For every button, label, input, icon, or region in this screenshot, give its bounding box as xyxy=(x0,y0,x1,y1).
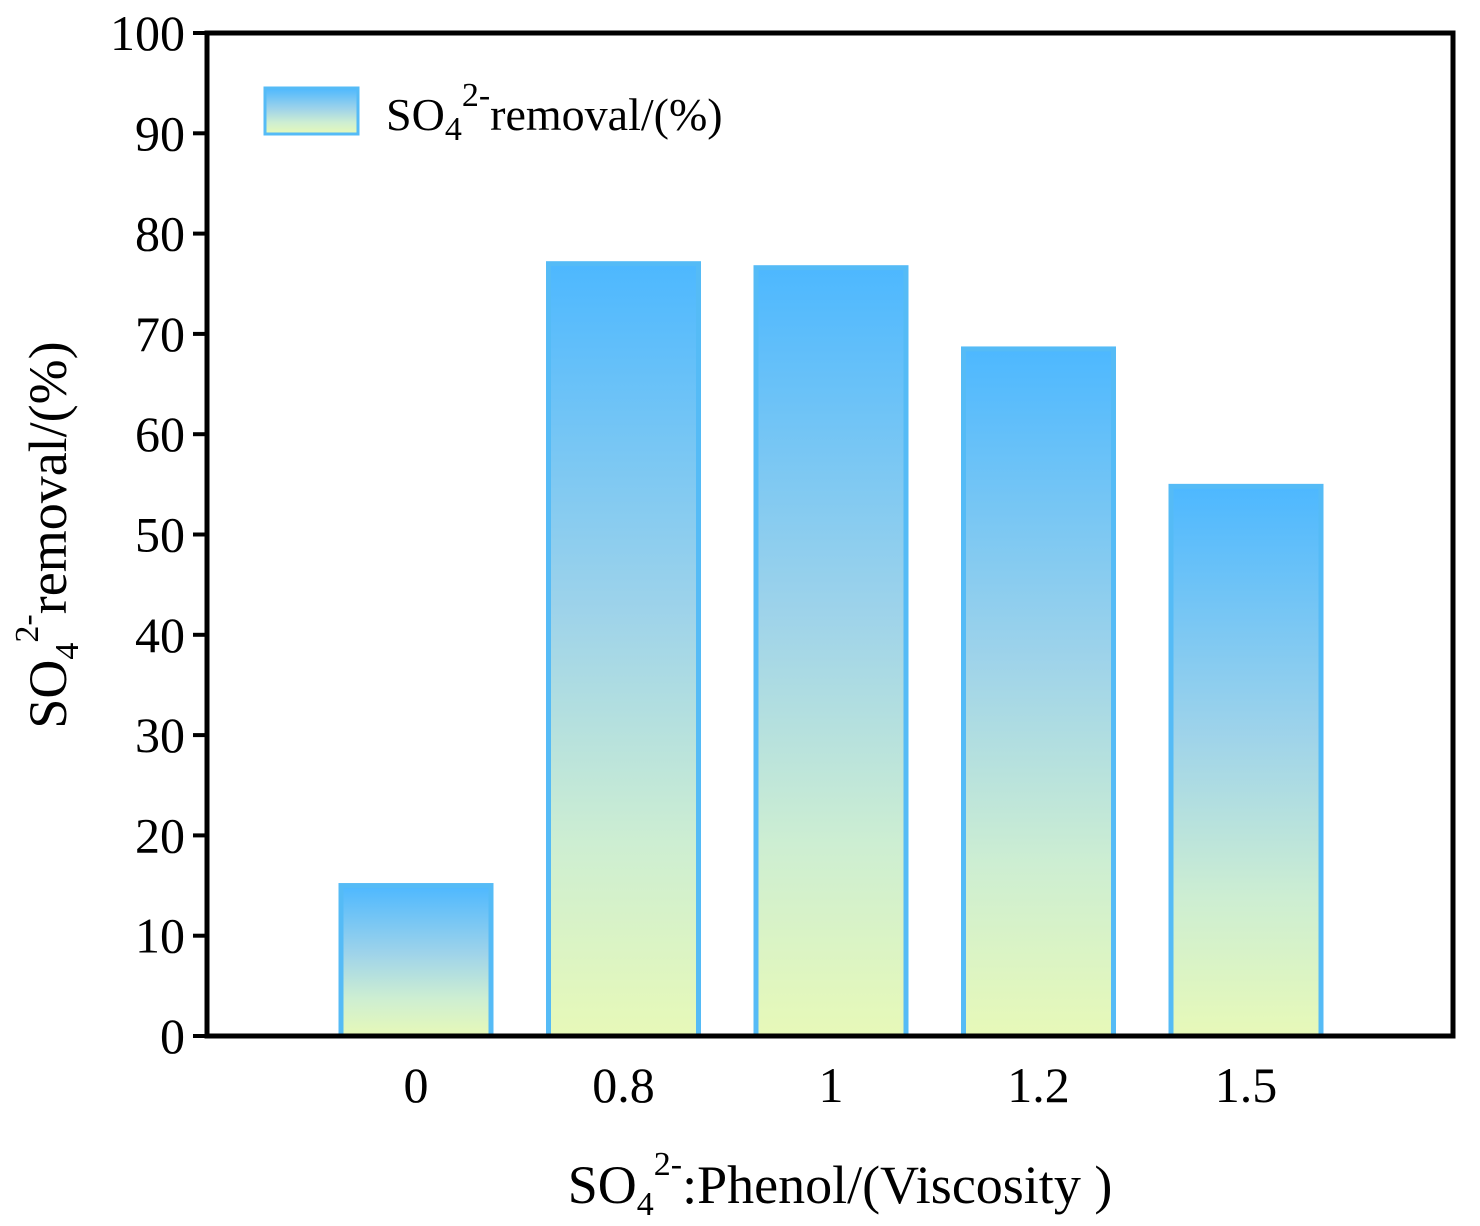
y-tick-label: 100 xyxy=(110,5,185,61)
y-tick-label: 10 xyxy=(135,908,185,964)
y-axis-title: SO42-removal/(%) xyxy=(9,341,86,728)
y-tick-label: 0 xyxy=(160,1008,185,1064)
x-axis-ticks: 0 0.8 1 1.2 1.5 xyxy=(404,1057,1278,1113)
bar-0.8 xyxy=(546,261,701,1039)
legend-label: SO42-removal/(%) xyxy=(386,77,723,148)
y-tick-label: 40 xyxy=(135,607,185,663)
x-tick-label: 1 xyxy=(819,1057,844,1113)
x-tick-label: 0 xyxy=(404,1057,429,1113)
y-axis-ticks: 0 10 20 30 40 50 60 70 80 90 100 xyxy=(110,5,207,1064)
y-tick-label: 90 xyxy=(135,105,185,161)
y-tick-label: 50 xyxy=(135,507,185,563)
legend-swatch xyxy=(263,86,360,136)
bar-1 xyxy=(753,265,909,1039)
plot-frame xyxy=(204,30,1456,1039)
x-tick-label: 0.8 xyxy=(592,1057,655,1113)
y-tick-label: 80 xyxy=(135,206,185,262)
y-tick-label: 70 xyxy=(135,306,185,362)
bar-1.5 xyxy=(1168,483,1324,1039)
y-tick-label: 60 xyxy=(135,406,185,462)
bar-0 xyxy=(338,883,494,1039)
x-tick-label: 1.5 xyxy=(1215,1057,1278,1113)
legend: SO42-removal/(%) xyxy=(263,77,723,148)
bar-1.2 xyxy=(961,346,1116,1039)
y-tick-label: 30 xyxy=(135,707,185,763)
x-axis-title: SO42-:Phenol/(Viscosity ) xyxy=(568,1146,1113,1223)
x-tick-label: 1.2 xyxy=(1007,1057,1070,1113)
y-tick-label: 20 xyxy=(135,807,185,863)
bars xyxy=(338,261,1324,1039)
